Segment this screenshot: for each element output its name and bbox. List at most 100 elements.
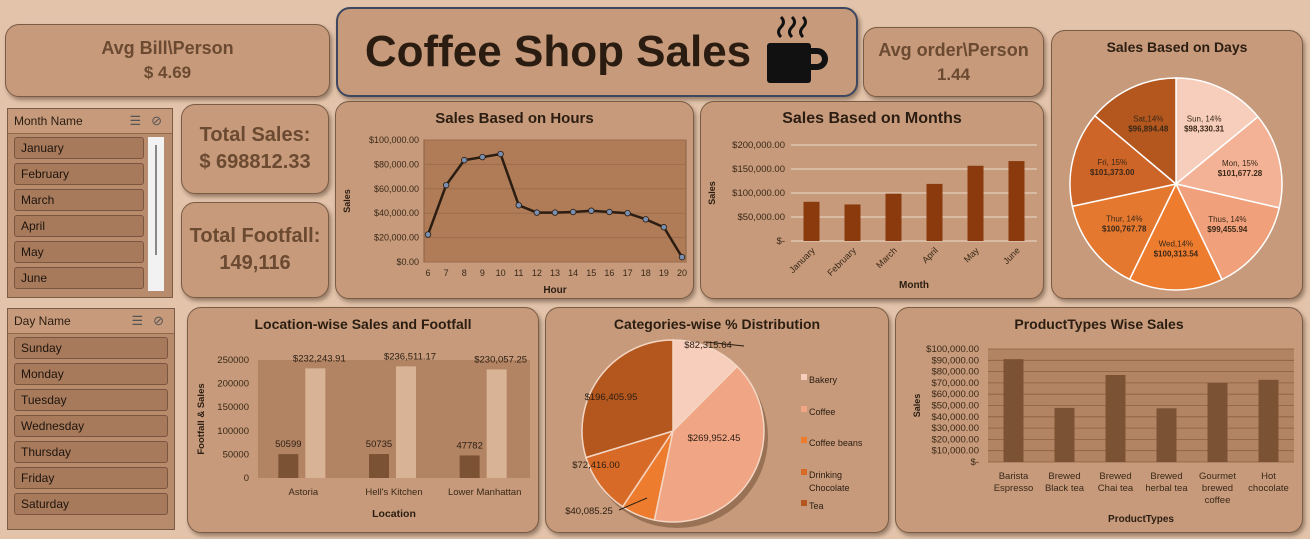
month-bar	[885, 193, 902, 241]
data-label: 50599	[275, 439, 301, 450]
slice-label: Thus, 14%	[1208, 215, 1246, 224]
location-chart-title: Location-wise Sales and Footfall	[254, 316, 472, 332]
month-slicer: Month Name ☰ ⊘ January February March Ap…	[7, 108, 173, 298]
x-tick-label: Espresso	[994, 483, 1034, 494]
month-item-march[interactable]: March	[14, 189, 144, 211]
data-point	[660, 224, 668, 231]
day-item-sunday[interactable]: Sunday	[14, 337, 168, 359]
day-item-thursday[interactable]: Thursday	[14, 441, 168, 463]
day-slice	[1128, 182, 1224, 291]
avg-bill-label: Avg Bill\Person	[101, 38, 234, 58]
data-label: $230,057.25	[474, 354, 527, 365]
x-tick-label: June	[1001, 245, 1022, 266]
slice-value-label: $100,767.78	[1102, 225, 1147, 234]
hours-chart-card: Sales Based on Hours $0.00 $20,000.00 $40,…	[335, 101, 694, 299]
month-item-april[interactable]: April	[14, 215, 144, 237]
x-tick-label: 14	[568, 268, 578, 278]
y-axis-label: Sales	[342, 189, 352, 213]
slice-label: Mon, 15%	[1222, 159, 1258, 168]
day-item-wednesday[interactable]: Wednesday	[14, 415, 168, 437]
avg-order-label: Avg order\Person	[878, 39, 1029, 60]
y-tick-label: $80,000.00	[374, 159, 419, 169]
day-item-saturday[interactable]: Saturday	[14, 493, 168, 515]
scrollbar-thumb[interactable]	[155, 145, 157, 255]
slice-value-label: $82,315.64	[684, 340, 732, 351]
x-tick-label: brewed	[1202, 483, 1233, 494]
y-tick-label: $20,000.00	[374, 233, 419, 243]
categories-chart-title: Categories-wise % Distribution	[613, 316, 821, 332]
clear-filter-icon[interactable]: ⊘	[153, 313, 164, 328]
month-item-january[interactable]: January	[14, 137, 144, 159]
x-tick-label: Hot	[1261, 471, 1276, 482]
clear-filter-icon[interactable]: ⊘	[151, 113, 162, 128]
product-bar	[1054, 407, 1075, 462]
day-slice	[1175, 77, 1260, 186]
leader-line	[618, 497, 648, 511]
slice-label: Fri, 15%	[1097, 158, 1127, 167]
avg-bill-value: $ 4.69	[143, 63, 192, 82]
producttypes-chart-card: ProductTypes Wise Sales $- $10,000.00 $20,…	[895, 307, 1303, 533]
x-tick-label: chocolate	[1248, 483, 1289, 494]
x-tick-label: 9	[480, 268, 485, 278]
days-pie-chart: Sun, 14%$98,330.31 Mon, 15%$101,677.28 Thu…	[1069, 77, 1283, 291]
x-tick-label: Astoria	[289, 487, 319, 498]
plot-area	[258, 360, 530, 478]
x-tick-label: 8	[462, 268, 467, 278]
day-item-friday[interactable]: Friday	[14, 467, 168, 489]
y-tick-label: $10,000.00	[931, 446, 979, 457]
multi-select-icon[interactable]: ☰	[131, 313, 144, 328]
y-tick-label: $20,000.00	[931, 434, 979, 445]
months-bar-chart: $- $50,000.00 $100,000.00 $150,000.00 $200,0…	[707, 140, 1037, 291]
data-point	[606, 208, 613, 216]
location-bar-chart: 0 50000 100000 150000 200000 250000 50599 $232,…	[196, 351, 530, 520]
total-footfall-card: Total Footfall: 149,116	[181, 202, 329, 298]
x-axis-label: Month	[899, 280, 929, 291]
x-tick-label: 16	[604, 268, 614, 278]
day-slice	[1069, 114, 1178, 208]
x-tick-label: May	[962, 245, 981, 264]
location-chart-card: Location-wise Sales and Footfall 0 50000 1…	[187, 307, 539, 533]
month-item-february[interactable]: February	[14, 163, 144, 185]
product-bar	[1156, 408, 1177, 462]
legend-swatch	[801, 437, 807, 443]
location-bar	[278, 454, 299, 478]
y-axis-label: Sales	[912, 394, 922, 418]
data-point	[515, 202, 522, 209]
day-item-tuesday[interactable]: Tuesday	[14, 389, 168, 411]
month-item-june[interactable]: June	[14, 267, 144, 289]
day-item-monday[interactable]: Monday	[14, 363, 168, 385]
y-tick-label: $80,000.00	[931, 367, 979, 378]
product-bar	[1105, 374, 1126, 462]
x-axis-label: Location	[372, 508, 416, 520]
slice-value-label: $96,894.48	[1128, 124, 1169, 133]
month-bar	[926, 183, 943, 241]
multi-select-icon[interactable]: ☰	[129, 113, 142, 128]
y-tick-label: 0	[244, 473, 249, 484]
day-slice	[1174, 115, 1283, 209]
y-tick-label: $40,000.00	[374, 208, 419, 218]
category-slice	[581, 339, 674, 459]
data-point	[624, 209, 631, 217]
y-tick-label: $100,000.00	[369, 135, 419, 145]
y-tick-label: $50,000.00	[737, 212, 785, 223]
y-tick-label: $100,000.00	[732, 188, 785, 199]
slice-value-label: $100,313.54	[1154, 250, 1199, 259]
month-slicer-scrollbar[interactable]	[148, 137, 164, 291]
location-bar	[459, 455, 480, 478]
x-tick-label: Chai tea	[1098, 483, 1134, 494]
month-item-may[interactable]: May	[14, 241, 144, 263]
categories-chart-card: Categories-wise % Distribution $82,315.6…	[545, 307, 889, 533]
legend-label: Coffee beans	[809, 438, 863, 448]
product-bar	[1003, 359, 1024, 462]
x-tick-label: January	[787, 245, 817, 275]
y-tick-label: $150,000.00	[732, 164, 785, 175]
x-tick-label: coffee	[1205, 495, 1231, 506]
x-tick-label: 6	[425, 268, 430, 278]
y-tick-label: 250000	[217, 355, 249, 366]
x-tick-label: April	[920, 245, 940, 265]
data-point	[533, 209, 541, 216]
x-tick-label: Gourmet	[1199, 471, 1236, 482]
title-banner: Coffee Shop Sales	[336, 7, 858, 97]
hours-line-chart: $0.00 $20,000.00 $40,000.00 $60,000.00 $80,0…	[342, 135, 687, 296]
slice-value-label: $196,405.95	[585, 392, 638, 403]
